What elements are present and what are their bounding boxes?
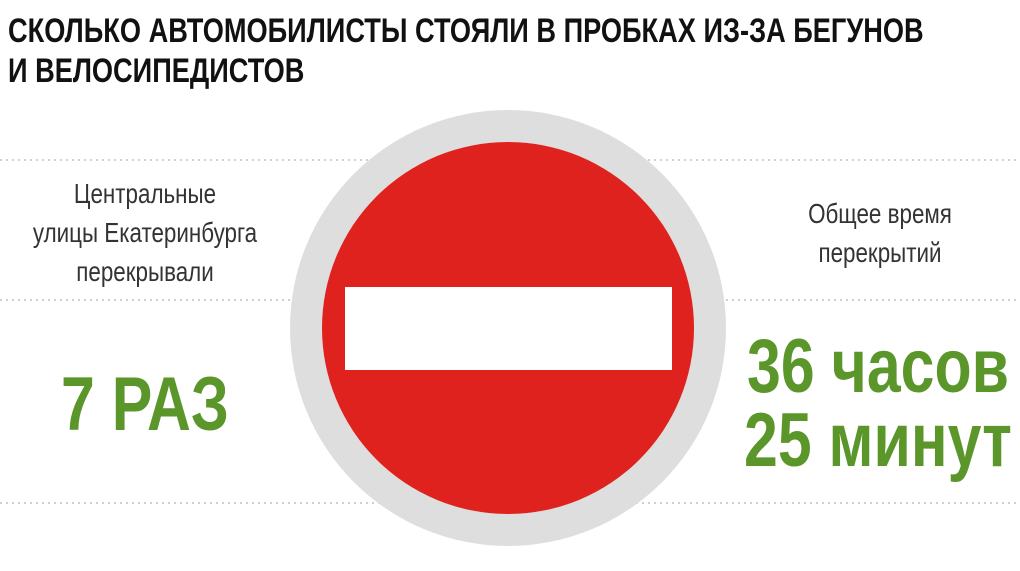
right-label: Общее время — [808, 199, 952, 230]
left-label: улицы Екатеринбурга — [33, 218, 258, 249]
left-label: Центральные — [74, 179, 216, 210]
left-value: 7 РАЗ — [61, 362, 229, 447]
title: И ВЕЛОСИПЕДИСТОВ — [8, 51, 304, 90]
right-value: 25 минут — [744, 398, 1012, 483]
right-value: 36 часов — [747, 324, 1009, 409]
no-entry-sign — [290, 110, 726, 546]
left-label: перекрывали — [76, 257, 214, 288]
right-label: перекрытий — [818, 238, 941, 269]
title: СКОЛЬКО АВТОМОБИЛИСТЫ СТОЯЛИ В ПРОБКАХ И… — [8, 11, 924, 50]
sign-bar — [345, 287, 672, 370]
